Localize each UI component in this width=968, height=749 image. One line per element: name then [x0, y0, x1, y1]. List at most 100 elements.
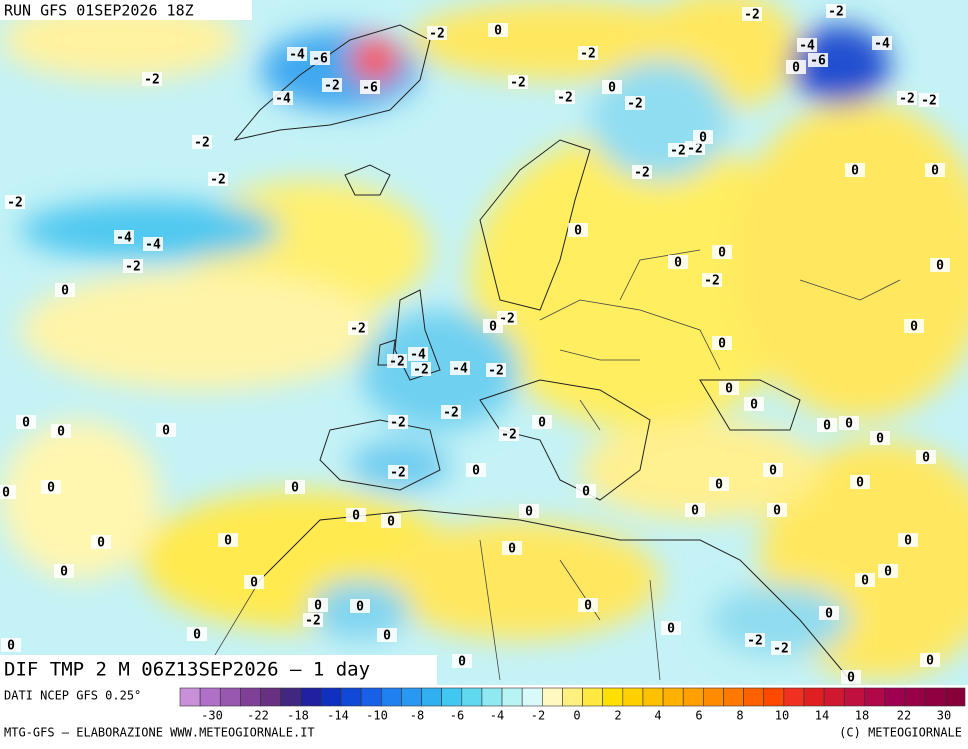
contour-label: -2	[670, 144, 686, 159]
color-cell	[320, 687, 342, 707]
color-cell	[380, 687, 402, 707]
contour-label: 0	[608, 81, 616, 96]
contour-label: -2	[704, 274, 720, 289]
label-box	[668, 143, 688, 157]
label-box	[625, 96, 645, 110]
contour-label: 0	[61, 284, 69, 299]
label-box	[578, 46, 598, 60]
contour-label: -2	[443, 406, 459, 421]
color-cell	[280, 687, 302, 707]
contour-label: -2	[773, 642, 789, 657]
contour-label: 0	[851, 164, 859, 179]
color-cell	[360, 687, 382, 707]
label-box	[0, 485, 16, 499]
label-box	[218, 533, 238, 547]
color-bar-tick-label: 30	[937, 709, 951, 723]
contour-label: 0	[931, 164, 939, 179]
contour-label: 0	[861, 574, 869, 589]
label-box	[408, 347, 428, 361]
color-cell	[562, 687, 583, 707]
contour-label: 0	[193, 628, 201, 643]
label-box	[668, 255, 688, 269]
color-cell	[179, 687, 201, 707]
color-bar-tick-label: -6	[450, 709, 464, 723]
label-box	[55, 283, 75, 297]
label-box	[488, 23, 508, 37]
label-box	[346, 508, 366, 522]
title-box	[0, 655, 437, 685]
contour-label: -4	[289, 48, 305, 63]
contour-labels: -2 0-2 -2-2-4 -6-4 -4-60-2 -2 -6-4-2-20-2 -2 -2-…	[0, 4, 950, 685]
contour-label: -2	[744, 8, 760, 23]
contour-label: 0	[715, 478, 723, 493]
contour-label: 0	[674, 256, 682, 271]
color-cell	[803, 687, 825, 707]
label-box	[441, 405, 461, 419]
label-box	[808, 53, 828, 67]
color-cell	[260, 687, 281, 707]
contour-label: 0	[825, 607, 833, 622]
label-box	[771, 641, 791, 655]
label-box	[123, 259, 143, 273]
color-bar-tick-label: -10	[366, 709, 388, 723]
contour-label: 0	[691, 504, 699, 519]
contour-label: -2	[125, 260, 141, 275]
contour-label: 0	[792, 61, 800, 76]
contour-label: -2	[413, 363, 429, 378]
label-box	[742, 7, 762, 21]
contour-label: -6	[362, 81, 378, 96]
label-box	[388, 415, 408, 429]
color-cell	[642, 687, 664, 707]
color-cell	[542, 687, 563, 707]
contour-label: -2	[324, 79, 340, 94]
color-cell	[924, 687, 946, 707]
contour-label: 0	[904, 534, 912, 549]
contour-label: -2	[390, 416, 406, 431]
label-box	[555, 90, 575, 104]
label-box	[187, 627, 207, 641]
label-box	[287, 47, 307, 61]
contour-label: 0	[387, 515, 395, 530]
contour-label: 0	[718, 337, 726, 352]
contour-label: 0	[489, 320, 497, 335]
label-box	[519, 504, 539, 518]
footer-right: (C) METEOGIORNALE	[839, 726, 962, 740]
color-cell	[884, 687, 905, 707]
color-bar-tick-label: 2	[614, 709, 621, 723]
color-bar-tick-label: -8	[410, 709, 424, 723]
contour-label: -2	[350, 322, 366, 337]
run-label: RUN GFS 01SEP2026 18Z	[4, 2, 194, 20]
contour-label: 0	[910, 320, 918, 335]
contour-label: 0	[884, 565, 892, 580]
color-cell	[864, 687, 885, 707]
color-bar-tick-label: -2	[531, 709, 545, 723]
label-box	[786, 60, 806, 74]
color-cell	[622, 687, 644, 707]
label-box	[576, 484, 596, 498]
map-title: DIF TMP 2 M 06Z13SEP2026 — 1 day	[4, 659, 370, 681]
label-box	[427, 26, 447, 40]
contour-label: 0	[936, 259, 944, 274]
contour-label: 0	[97, 536, 105, 551]
contour-label: 0	[538, 416, 546, 431]
contour-label: 0	[584, 599, 592, 614]
color-cell	[743, 687, 765, 707]
contour-label: 0	[769, 464, 777, 479]
label-box	[285, 480, 305, 494]
color-cell	[723, 687, 744, 707]
contour-label: -2	[501, 428, 517, 443]
contour-label: 0	[383, 629, 391, 644]
label-box	[310, 51, 330, 65]
color-cell	[944, 687, 966, 707]
contour-label: 0	[574, 224, 582, 239]
label-box	[685, 503, 705, 517]
color-cell	[401, 687, 422, 707]
contour-label: 0	[856, 476, 864, 491]
contour-label: 0	[7, 639, 15, 654]
contour-label: -2	[194, 136, 210, 151]
label-box	[508, 75, 528, 89]
label-box	[568, 223, 588, 237]
contour-label: 0	[356, 600, 364, 615]
contour-label: -2	[580, 47, 596, 62]
